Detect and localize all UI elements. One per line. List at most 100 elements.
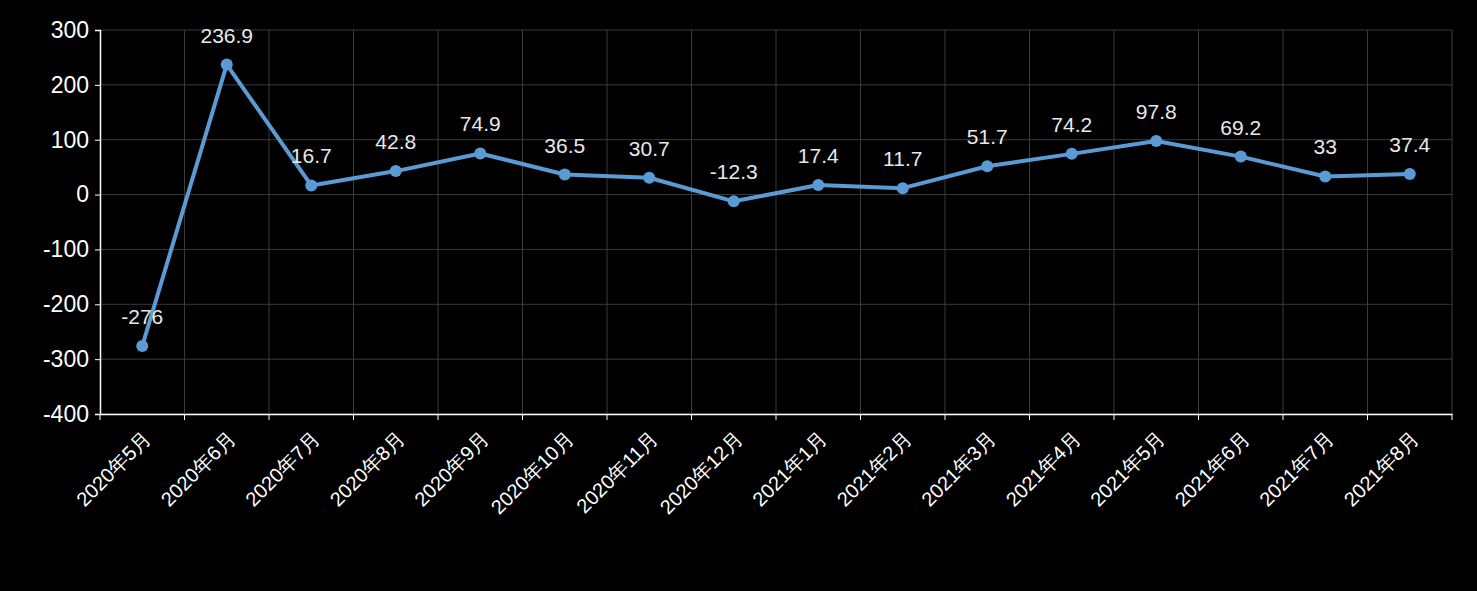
y-tick: 300	[51, 17, 100, 43]
y-tick-mark	[95, 85, 100, 86]
x-tick-label: 2021年6月	[1170, 427, 1253, 510]
marker	[1404, 168, 1416, 180]
x-tick: 2020年6月	[156, 414, 239, 510]
x-tick-label: 2020年8月	[325, 427, 408, 510]
grid-line-x	[776, 30, 777, 414]
data-label: 42.8	[375, 130, 416, 153]
x-boundary-tick	[1029, 414, 1030, 420]
data-label: 51.7	[967, 125, 1008, 148]
y-tick-label: -400	[43, 401, 89, 427]
y-tick-label: 300	[51, 17, 89, 43]
x-boundary-tick	[438, 414, 439, 420]
marker	[305, 179, 317, 191]
marker	[897, 182, 909, 194]
data-label: 236.9	[200, 24, 253, 47]
y-tick-label: 200	[51, 72, 89, 98]
chart: -400 -300 -200 -100 0 100 200 300 2020年5月2020年6月…	[0, 0, 1477, 591]
line	[142, 65, 1410, 346]
y-tick: -100	[43, 236, 100, 262]
y-tick: 200	[51, 72, 100, 98]
x-tick: 2021年6月	[1170, 414, 1253, 510]
x-tick: 2020年5月	[72, 414, 155, 510]
x-tick: 2021年7月	[1255, 414, 1338, 510]
x-tick: 2020年8月	[325, 414, 408, 510]
x-boundary-tick	[522, 414, 523, 420]
x-tick-label: 2020年11月	[572, 427, 662, 517]
x-tick: 2020年9月	[410, 414, 493, 510]
x-tick: 2020年12月	[656, 414, 747, 518]
series	[136, 59, 1416, 352]
data-label: 17.4	[798, 144, 839, 167]
marker	[474, 147, 486, 159]
x-tick: 2020年7月	[241, 414, 324, 510]
grid-line-x	[1029, 30, 1030, 414]
x-tick: 2021年1月	[748, 414, 831, 510]
x-boundary-tick	[269, 414, 270, 420]
x-boundary-tick	[776, 414, 777, 420]
data-label: 11.7	[883, 147, 922, 170]
y-tick: 0	[76, 181, 100, 207]
y-tick-mark	[95, 414, 100, 415]
y-tick-label: 100	[51, 127, 89, 153]
data-label: 36.5	[544, 134, 585, 157]
grid-line-x	[184, 30, 185, 414]
x-boundary-tick	[100, 414, 101, 420]
data-label: -276	[121, 305, 163, 328]
x-tick-label: 2020年6月	[156, 427, 239, 510]
y-tick-mark	[95, 140, 100, 141]
grid	[100, 30, 1452, 414]
x-boundary-tick	[1283, 414, 1284, 420]
marker	[390, 165, 402, 177]
x-boundary-tick	[607, 414, 608, 420]
x-tick-label: 2020年12月	[656, 427, 747, 518]
data-label: 74.2	[1051, 113, 1092, 136]
marker	[1066, 148, 1078, 160]
x-tick-label: 2020年7月	[241, 427, 324, 510]
x-tick-label: 2020年9月	[410, 427, 493, 510]
data-label: 97.8	[1136, 100, 1177, 123]
x-boundary-tick	[1367, 414, 1368, 420]
x-tick-label: 2021年7月	[1255, 427, 1338, 510]
x-tick-label: 2021年3月	[917, 427, 1000, 510]
grid-line-x	[353, 30, 354, 414]
y-tick-mark	[95, 249, 100, 250]
x-boundary-tick	[1114, 414, 1115, 420]
grid-line-x	[691, 30, 692, 414]
x-tick: 2021年4月	[1001, 414, 1084, 510]
x-boundary-tick	[691, 414, 692, 420]
grid-line-x	[607, 30, 608, 414]
x-tick: 2021年3月	[917, 414, 1000, 510]
y-tick-label: 0	[76, 181, 89, 207]
y-tick: -300	[43, 346, 100, 372]
marker	[221, 59, 233, 71]
x-boundary-tick	[945, 414, 946, 420]
data-labels: -276236.916.742.874.936.530.7-12.317.411…	[121, 24, 1430, 328]
grid-line-x	[860, 30, 861, 414]
grid-line-x	[1452, 30, 1453, 414]
x-boundary-tick	[184, 414, 185, 420]
grid-line-x	[1114, 30, 1115, 414]
x-tick-label: 2021年5月	[1086, 427, 1169, 510]
marker	[643, 172, 655, 184]
y-tick-mark	[95, 304, 100, 305]
x-tick: 2020年11月	[572, 414, 662, 517]
data-label: 74.9	[460, 112, 501, 135]
x-tick: 2020年10月	[487, 414, 578, 518]
y-tick: -200	[43, 291, 100, 317]
x-axis: 2020年5月2020年6月2020年7月2020年8月2020年9月2020年…	[72, 414, 1453, 518]
x-tick: 2021年8月	[1339, 414, 1422, 510]
y-tick-label: -200	[43, 291, 89, 317]
marker	[1235, 151, 1247, 163]
grid-line-x	[945, 30, 946, 414]
x-tick: 2021年5月	[1086, 414, 1169, 510]
x-tick-label: 2021年2月	[832, 427, 915, 510]
marker	[1319, 170, 1331, 182]
y-tick: 100	[51, 127, 100, 153]
grid-line-x	[1283, 30, 1284, 414]
x-boundary-tick	[1198, 414, 1199, 420]
x-boundary-tick	[1452, 414, 1453, 420]
marker	[136, 340, 148, 352]
grid-line-x	[269, 30, 270, 414]
y-tick-mark	[95, 359, 100, 360]
x-tick-label: 2020年5月	[72, 427, 155, 510]
